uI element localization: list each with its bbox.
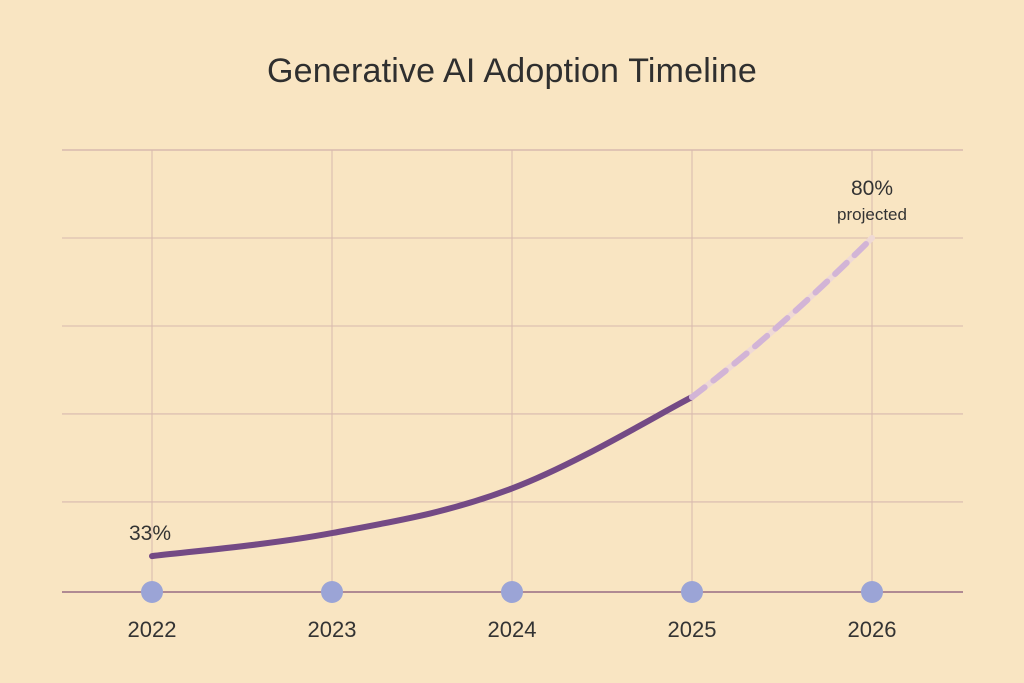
x-tick-label: 2022 [128,617,177,642]
markers [141,581,883,603]
series [149,234,875,560]
data-label-note: projected [837,205,907,224]
x-tick-label: 2023 [308,617,357,642]
data-label: 80% [851,177,893,200]
grid [62,149,963,592]
year-marker [141,581,163,603]
x-tick-label: 2026 [848,617,897,642]
data-label: 33% [129,522,171,545]
x-tick-label: 2025 [668,617,717,642]
year-marker [681,581,703,603]
x-tick-label: 2024 [488,617,537,642]
year-marker [501,581,523,603]
actual-line [149,394,695,560]
year-marker [861,581,883,603]
labels: 2022 2023 2024 2025 2026 33% 80% projected [128,177,907,642]
chart-title: Generative AI Adoption Timeline [266,52,758,90]
year-marker [321,581,343,603]
projected-line [689,234,875,401]
